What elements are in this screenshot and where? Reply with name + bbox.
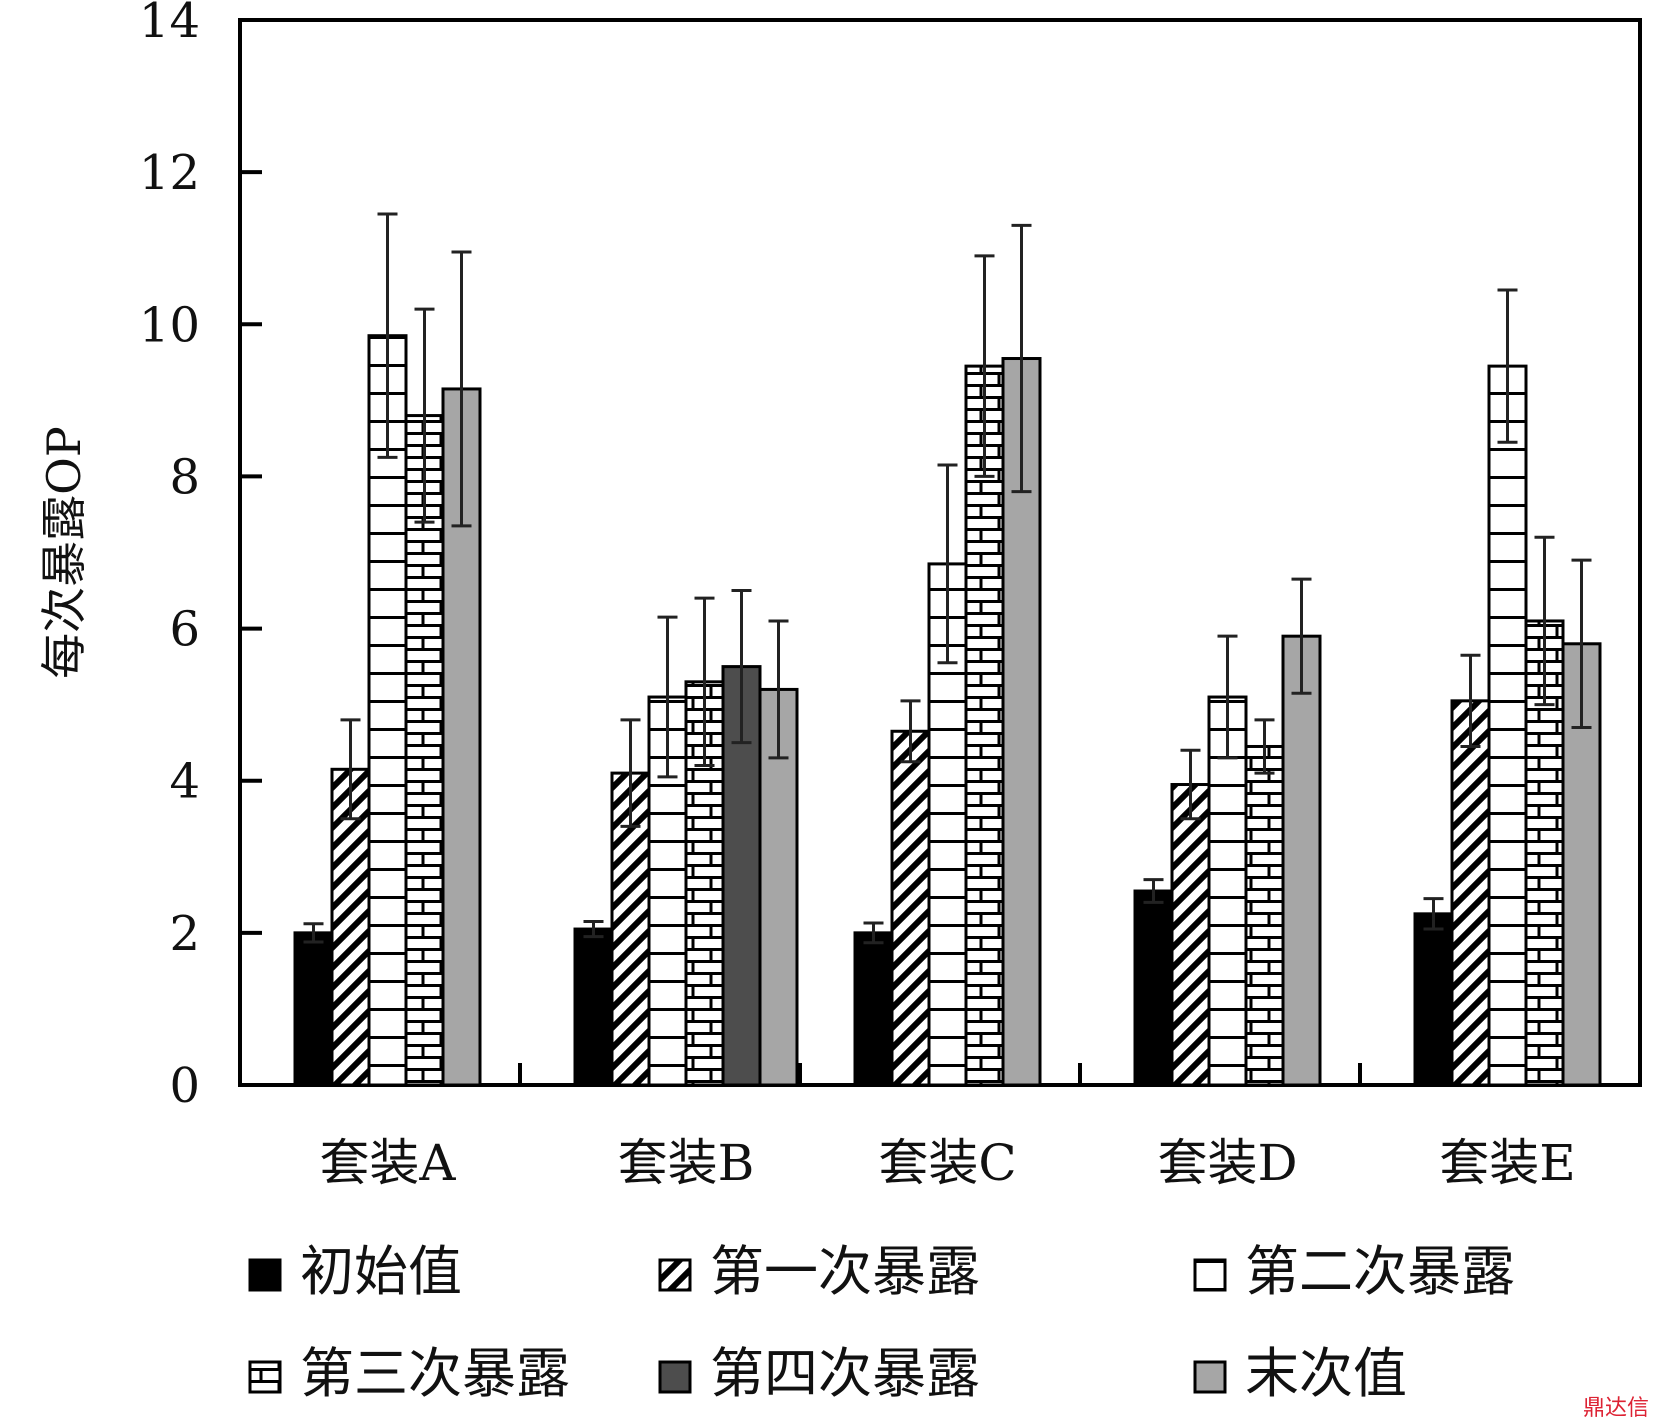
legend-swatch — [248, 1258, 282, 1292]
bar — [1561, 642, 1602, 1087]
y-tick-label: 12 — [139, 145, 200, 201]
bar — [1524, 619, 1565, 1087]
y-tick-label: 2 — [169, 906, 200, 962]
bar — [890, 729, 931, 1087]
y-tick-label: 0 — [169, 1058, 200, 1114]
legend-swatch — [248, 1360, 282, 1394]
bar — [1244, 744, 1285, 1087]
category-label: 套装D — [1157, 1134, 1297, 1192]
y-axis-title: 每次暴露OP — [37, 426, 91, 679]
watermark-text: 鼎达信 — [1582, 1396, 1649, 1421]
legend-label: 第四次暴露 — [710, 1342, 980, 1405]
bar — [1450, 699, 1491, 1087]
bar — [853, 931, 894, 1087]
bars-layer — [293, 212, 1602, 1087]
y-tick-label: 6 — [169, 602, 200, 658]
legend-swatch — [658, 1258, 692, 1292]
bar — [964, 364, 1005, 1087]
y-tick-label: 10 — [139, 297, 200, 353]
legend-label: 第一次暴露 — [710, 1240, 980, 1303]
bar — [367, 334, 408, 1087]
legend-swatch — [658, 1360, 692, 1394]
y-tick-label: 14 — [139, 0, 200, 49]
legend-label: 初始值 — [300, 1240, 462, 1303]
bar — [573, 927, 614, 1087]
bar — [1281, 634, 1322, 1087]
legend-swatch — [1193, 1258, 1227, 1292]
y-tick-label: 4 — [169, 754, 200, 810]
category-label: 套装B — [618, 1134, 755, 1192]
bar — [1170, 783, 1211, 1087]
category-label: 套装E — [1439, 1134, 1576, 1192]
legend-label: 第二次暴露 — [1245, 1240, 1515, 1303]
bar — [1133, 889, 1174, 1087]
bar — [1487, 364, 1528, 1087]
labels-layer: 0 2 4 6 8 10 12 14 每次暴露OP 套装A 套装B 套装C 套装D 套装E — [37, 0, 1576, 1192]
category-label: 套装C — [878, 1134, 1016, 1192]
bar — [1413, 912, 1454, 1087]
bar — [293, 931, 334, 1087]
category-label: 套装A — [319, 1134, 456, 1192]
y-tick-label: 8 — [169, 449, 200, 505]
legend-swatch — [1193, 1360, 1227, 1394]
legend-label: 末次值 — [1245, 1342, 1407, 1405]
legend-label: 第三次暴露 — [300, 1342, 570, 1405]
